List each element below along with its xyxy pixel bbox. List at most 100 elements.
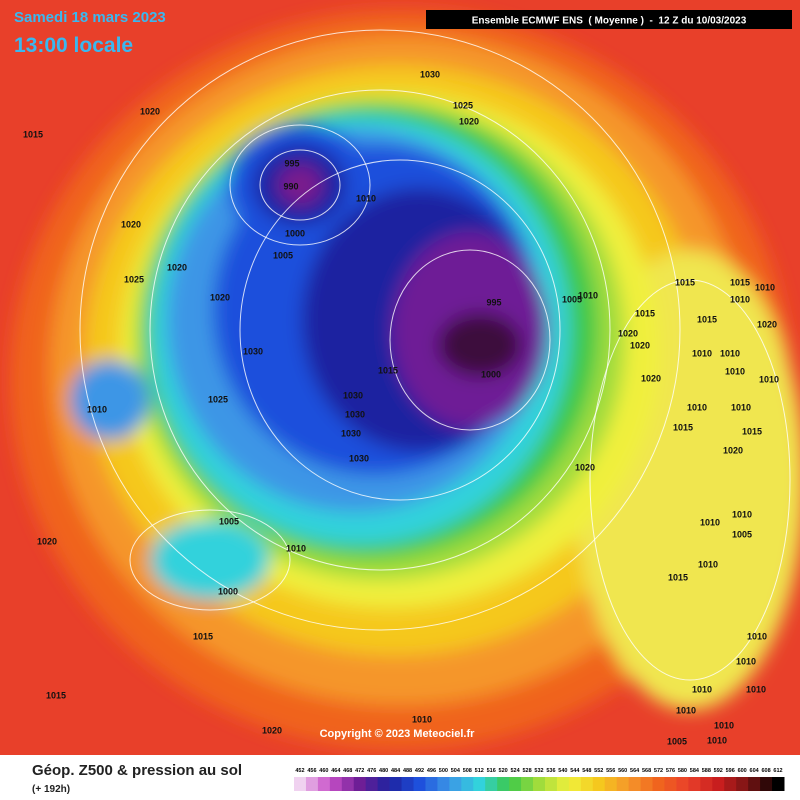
isobar-label: 1010 [698,559,718,569]
isobar-label: 1010 [87,404,107,414]
scale-label: 556 [606,768,615,774]
isobar-label: 1010 [356,193,376,203]
isobar-label: 1015 [193,631,213,641]
scale-swatch [748,777,761,791]
scale-label: 608 [761,768,770,774]
scale-swatch [592,777,606,791]
scale-label: 488 [403,768,412,774]
isobar-label: 1010 [725,366,745,376]
isobar-label: 1010 [412,714,432,724]
isobar-label: 1005 [562,294,582,304]
scale-swatch [341,777,355,791]
isobar [239,159,561,501]
scale-swatch [389,777,403,791]
scale-swatch [353,777,367,791]
isobar-label: 1030 [243,346,263,356]
isobar-label: 1010 [720,348,740,358]
scale-swatch [473,777,486,791]
isobar-label: 1015 [378,365,398,375]
isobar-label: 1010 [731,402,751,412]
isobar-label: 1020 [641,373,661,383]
scale-swatch [568,777,582,791]
scale-swatch [497,777,510,791]
isobar-label: 1010 [700,517,720,527]
legend-title: Géop. Z500 & pression au sol [32,762,242,779]
isobar-label: 1030 [345,409,365,419]
scale-label: 504 [451,768,461,774]
scale-label: 604 [750,768,760,774]
field-zone [70,360,150,440]
scale-label: 508 [463,768,472,774]
scale-swatch [772,777,785,791]
scale-swatch [712,777,725,791]
isobar-label: 1020 [618,328,638,338]
scale-label: 588 [702,768,711,774]
isobar-label: 1020 [723,445,743,455]
scale-swatch [413,777,426,791]
scale-label: 532 [534,768,543,774]
isobar-label: 1015 [635,308,655,318]
scale-swatch [676,777,689,791]
isobar-label: 1010 [692,684,712,694]
scale-label: 564 [630,768,640,774]
scale-swatch [652,777,665,791]
scale-label: 492 [415,768,424,774]
isobar-label: 1000 [481,369,501,379]
scale-swatch [521,777,534,791]
isobar-label: 1010 [747,631,767,641]
isobar-label: 1030 [341,428,361,438]
scale-swatch [509,777,522,791]
isobar-label: 1015 [730,277,750,287]
model: Ensemble ECMWF ENS ( Moyenne ) - 12 Z du… [472,16,747,27]
isobar-label: 1020 [210,292,230,302]
scale-swatch [664,777,677,791]
isobar-label: 995 [486,297,501,307]
isobar-label: 1015 [46,690,66,700]
scale-label: 496 [427,768,436,774]
scale-swatch [544,777,558,791]
scale-label: 600 [738,768,747,774]
scale-label: 572 [654,768,663,774]
isobar-label: 1005 [667,736,687,746]
scale-swatch [760,777,773,791]
isobar [129,509,291,611]
field-zone [278,165,322,205]
scale-label: 524 [511,768,521,774]
isobar-label: 1020 [37,536,57,546]
isobar-label: 1010 [746,684,766,694]
scale-label: 560 [618,768,627,774]
isobar-label: 1015 [673,422,693,432]
scale-label: 548 [582,768,591,774]
isobar-label: 1005 [219,516,239,526]
scale-swatch [616,777,630,791]
isobar-label: 990 [283,181,298,191]
scale-swatch [294,777,307,791]
isobar-label: 1000 [285,228,305,238]
isobar-label: 1030 [420,69,440,79]
scale-label: 568 [642,768,651,774]
isobar-label: 1010 [759,374,779,384]
scale-swatch [461,777,474,791]
scale-swatch [317,777,331,791]
scale-label: 552 [594,768,603,774]
isobar-label: 1020 [459,116,479,126]
isobar-label: 1020 [575,462,595,472]
isobar [589,279,791,681]
scale-label: 452 [295,768,304,774]
model-box [426,10,792,29]
isobar-label: 1005 [273,250,293,260]
scale-label: 500 [439,768,448,774]
field-zone [438,313,522,377]
scale-label: 540 [558,768,567,774]
isobar [259,149,341,221]
isobar-label: 1020 [167,262,187,272]
scale-swatch [604,777,618,791]
scale-label: 580 [678,768,687,774]
scale-swatch [329,777,343,791]
isobar-label: 995 [284,158,299,168]
scale-swatch [700,777,713,791]
scale-label: 476 [367,768,376,774]
isobar-label: 1025 [208,394,228,404]
field-zone [150,520,270,600]
